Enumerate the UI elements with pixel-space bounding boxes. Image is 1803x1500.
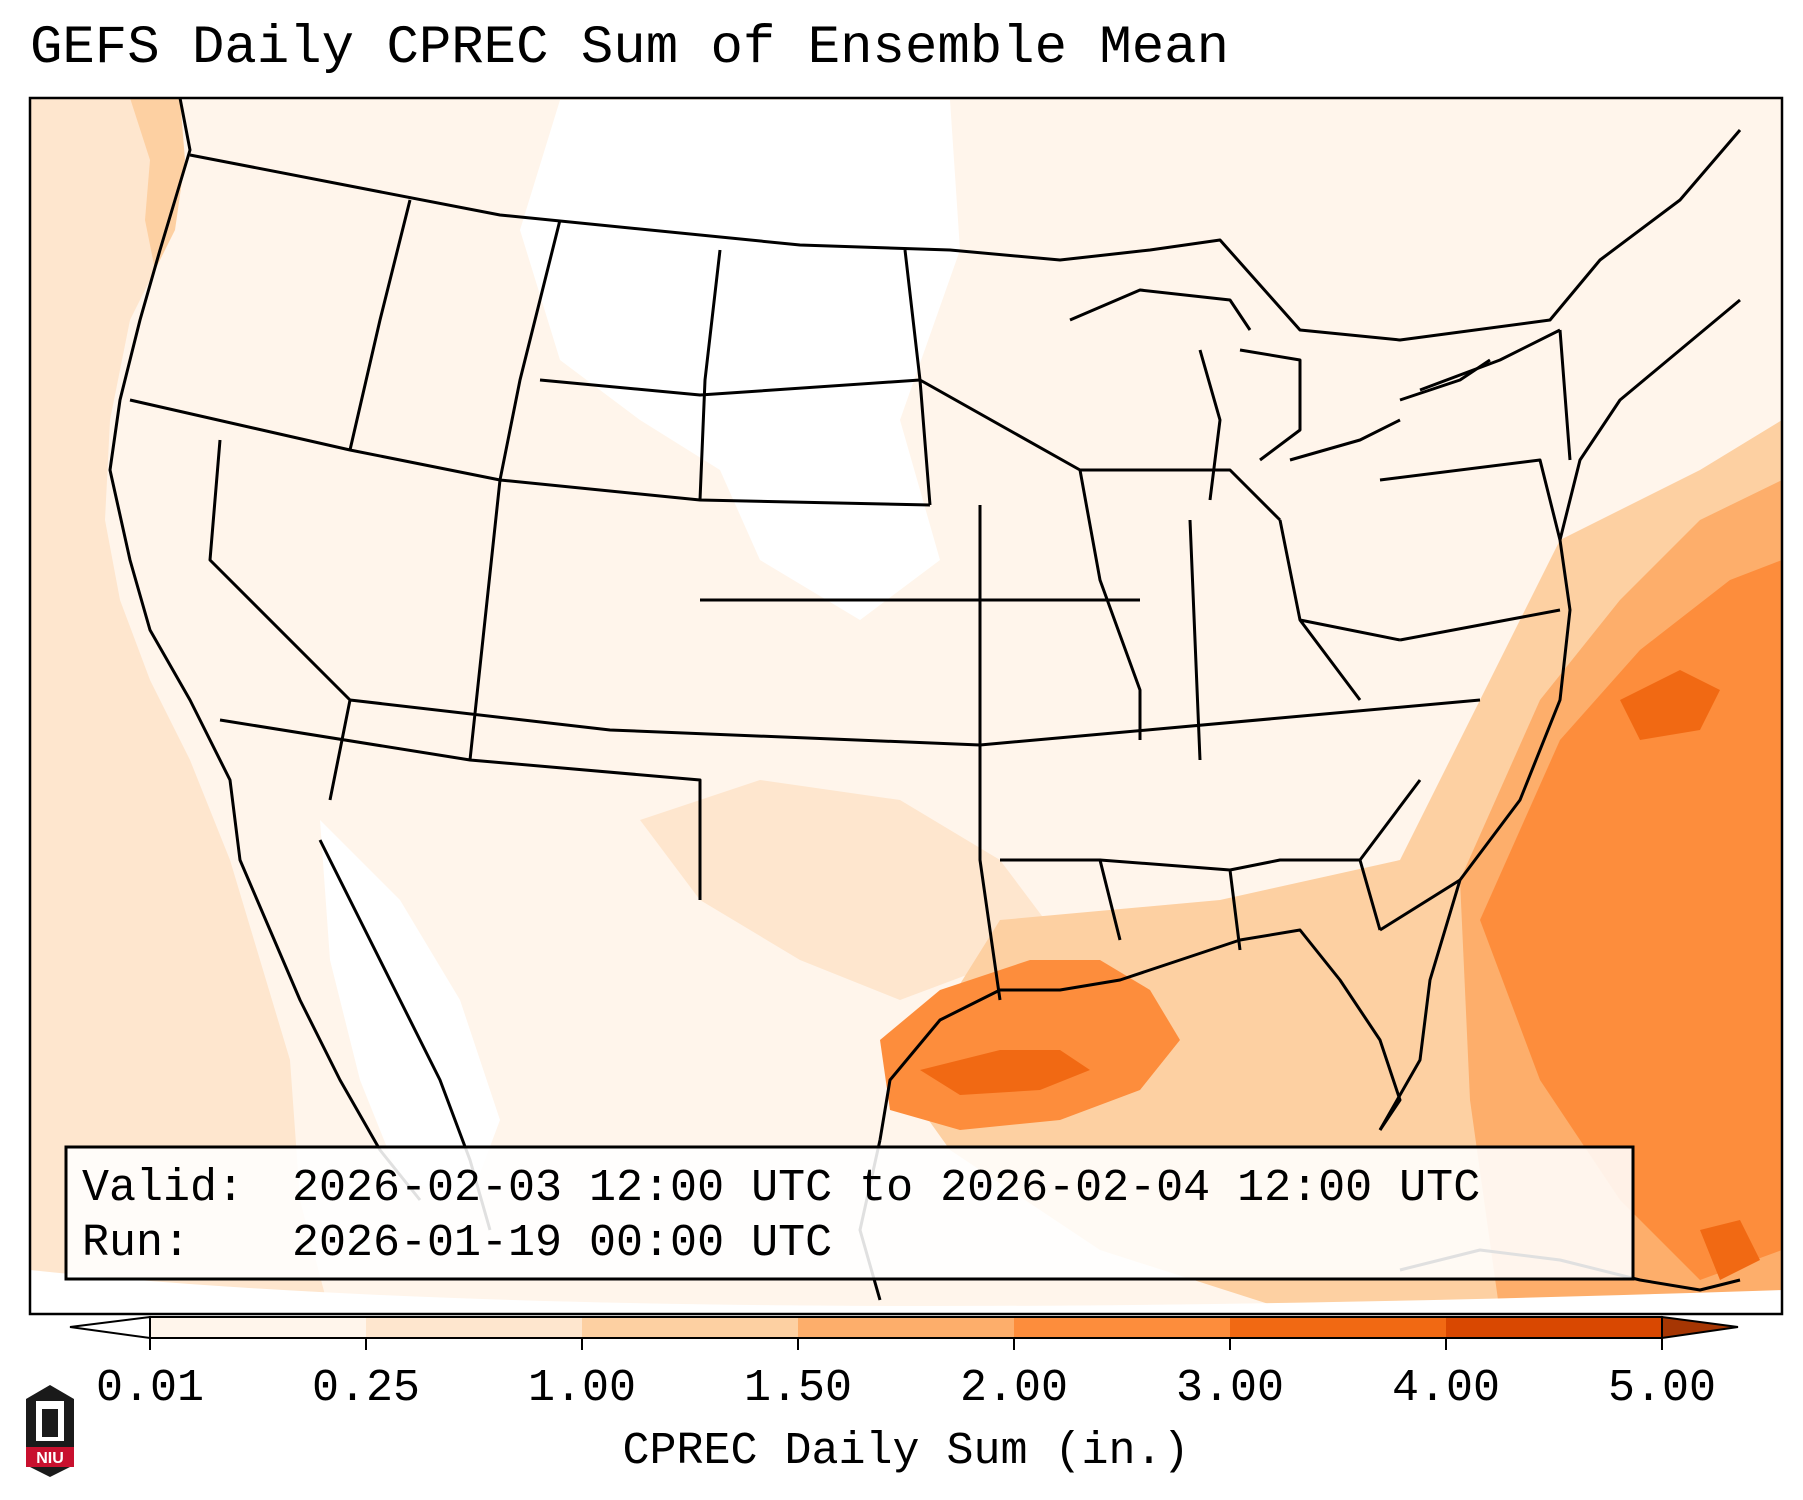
precip-pacific [30, 98, 330, 1314]
colorbar-under-arrow [69, 1315, 151, 1340]
info-box-frame [64, 1145, 1635, 1281]
niu-logo-tower-inner [42, 1409, 58, 1437]
colorbar-segment [150, 1317, 367, 1338]
precip-atlantic-extreme [1620, 670, 1720, 740]
run-value: 2026-01-19 00:00 UTC [292, 1218, 832, 1269]
colorbar: 0.01 0.25 1.00 1.50 2.00 3.00 4.00 5.00 CPREC D… [69, 1315, 1739, 1477]
precip-atlantic-very-heavy [1480, 560, 1782, 1280]
map-frame [28, 96, 1784, 1316]
colorbar-segment [1446, 1317, 1663, 1338]
valid-label: Valid: [82, 1163, 244, 1214]
colorbar-over-arrow [1661, 1315, 1739, 1340]
west-coast [108, 97, 422, 1201]
colorbar-segment [366, 1317, 583, 1338]
colorbar-label: CPREC Daily Sum (in.) [622, 1426, 1189, 1477]
colorbar-tick-label: 0.25 [312, 1363, 420, 1414]
niu-logo-text: NIU [36, 1450, 64, 1467]
precip-gulf-extreme [920, 1050, 1090, 1095]
info-box: Valid: 2026-02-03 12:00 UTC to 2026-02-0… [64, 1145, 1635, 1281]
precip-none-plains [520, 100, 960, 620]
precip-none-mexico [320, 820, 500, 1200]
colorbar-tick-label: 3.00 [1176, 1363, 1284, 1414]
colorbar-tick-label: 0.01 [96, 1363, 204, 1414]
colorbar-tick-label: 1.00 [528, 1363, 636, 1414]
colorbar-segment [1230, 1317, 1447, 1338]
valid-value: 2026-02-03 12:00 UTC to 2026-02-04 12:00… [292, 1163, 1480, 1214]
colorbar-frame [149, 1316, 1663, 1339]
colorbar-tick-label: 5.00 [1608, 1363, 1716, 1414]
colorbar-segment [798, 1317, 1015, 1338]
canada-border [189, 129, 1742, 342]
great-lakes [1069, 288, 1491, 501]
precip-texas [640, 780, 1060, 1000]
niu-logo: NIU [26, 1385, 74, 1477]
atlantic-coast [1378, 298, 1741, 1131]
run-label: Run: [82, 1218, 190, 1269]
precip-atlantic-extreme-2 [1700, 1220, 1760, 1280]
gulf-coast [878, 928, 1402, 1141]
precip-map-edge [30, 1270, 1782, 1314]
colorbar-segment [1014, 1317, 1231, 1338]
colorbar-segment [582, 1317, 799, 1338]
chart-title: GEFS Daily CPREC Sum of Ensemble Mean [30, 18, 1229, 79]
precip-pacific-nw [130, 98, 185, 270]
precip-field [30, 98, 1782, 1314]
colorbar-tick-label: 1.50 [744, 1363, 852, 1414]
state-lines-east [1099, 328, 1572, 951]
niu-logo-band [26, 1447, 74, 1467]
colorbar-tick-label: 4.00 [1392, 1363, 1500, 1414]
colorbar-tick-label: 2.00 [960, 1363, 1068, 1414]
state-lines-west [129, 199, 981, 900]
